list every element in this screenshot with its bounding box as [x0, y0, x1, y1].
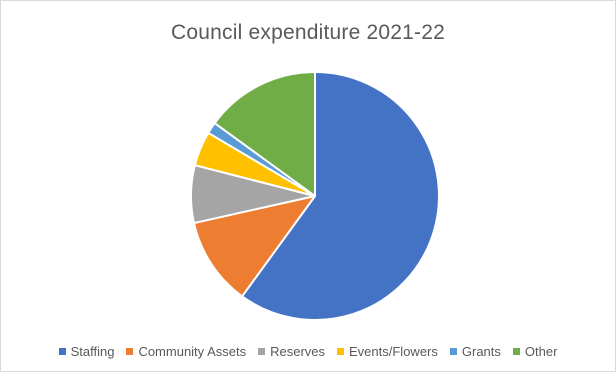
legend-swatch: [512, 348, 520, 355]
pie-slice-community-assets: [192, 195, 316, 298]
legend-entry-staffing: Staffing: [58, 344, 115, 359]
legend-label: Staffing: [70, 344, 115, 359]
legend-entry-events-flowers: Events/Flowers: [337, 344, 438, 359]
legend-label: Other: [524, 344, 558, 359]
legend-swatch: [449, 348, 457, 355]
legend-entry-reserves: Reserves: [258, 344, 325, 359]
legend-label: Events/Flowers: [349, 344, 438, 359]
pie-slice-staffing: [241, 71, 440, 321]
legend-entry-grants: Grants: [449, 344, 501, 359]
legend-label: Reserves: [270, 344, 326, 359]
legend-swatch: [126, 348, 134, 355]
legend-entry-other: Other: [512, 344, 558, 359]
legend: Staffing Community Assets Reserves Events/F…: [1, 344, 615, 359]
legend-swatch: [58, 348, 66, 355]
legend-swatch: [337, 348, 345, 355]
pie-chart: [190, 71, 440, 321]
chart-title: Council expenditure 2021-22: [171, 21, 445, 44]
legend-label: Grants: [461, 344, 501, 359]
legend-entry-community-assets: Community Assets: [126, 344, 246, 359]
legend-swatch: [258, 348, 266, 355]
legend-label: Community Assets: [138, 344, 247, 359]
pie-slice-other: [213, 71, 316, 197]
